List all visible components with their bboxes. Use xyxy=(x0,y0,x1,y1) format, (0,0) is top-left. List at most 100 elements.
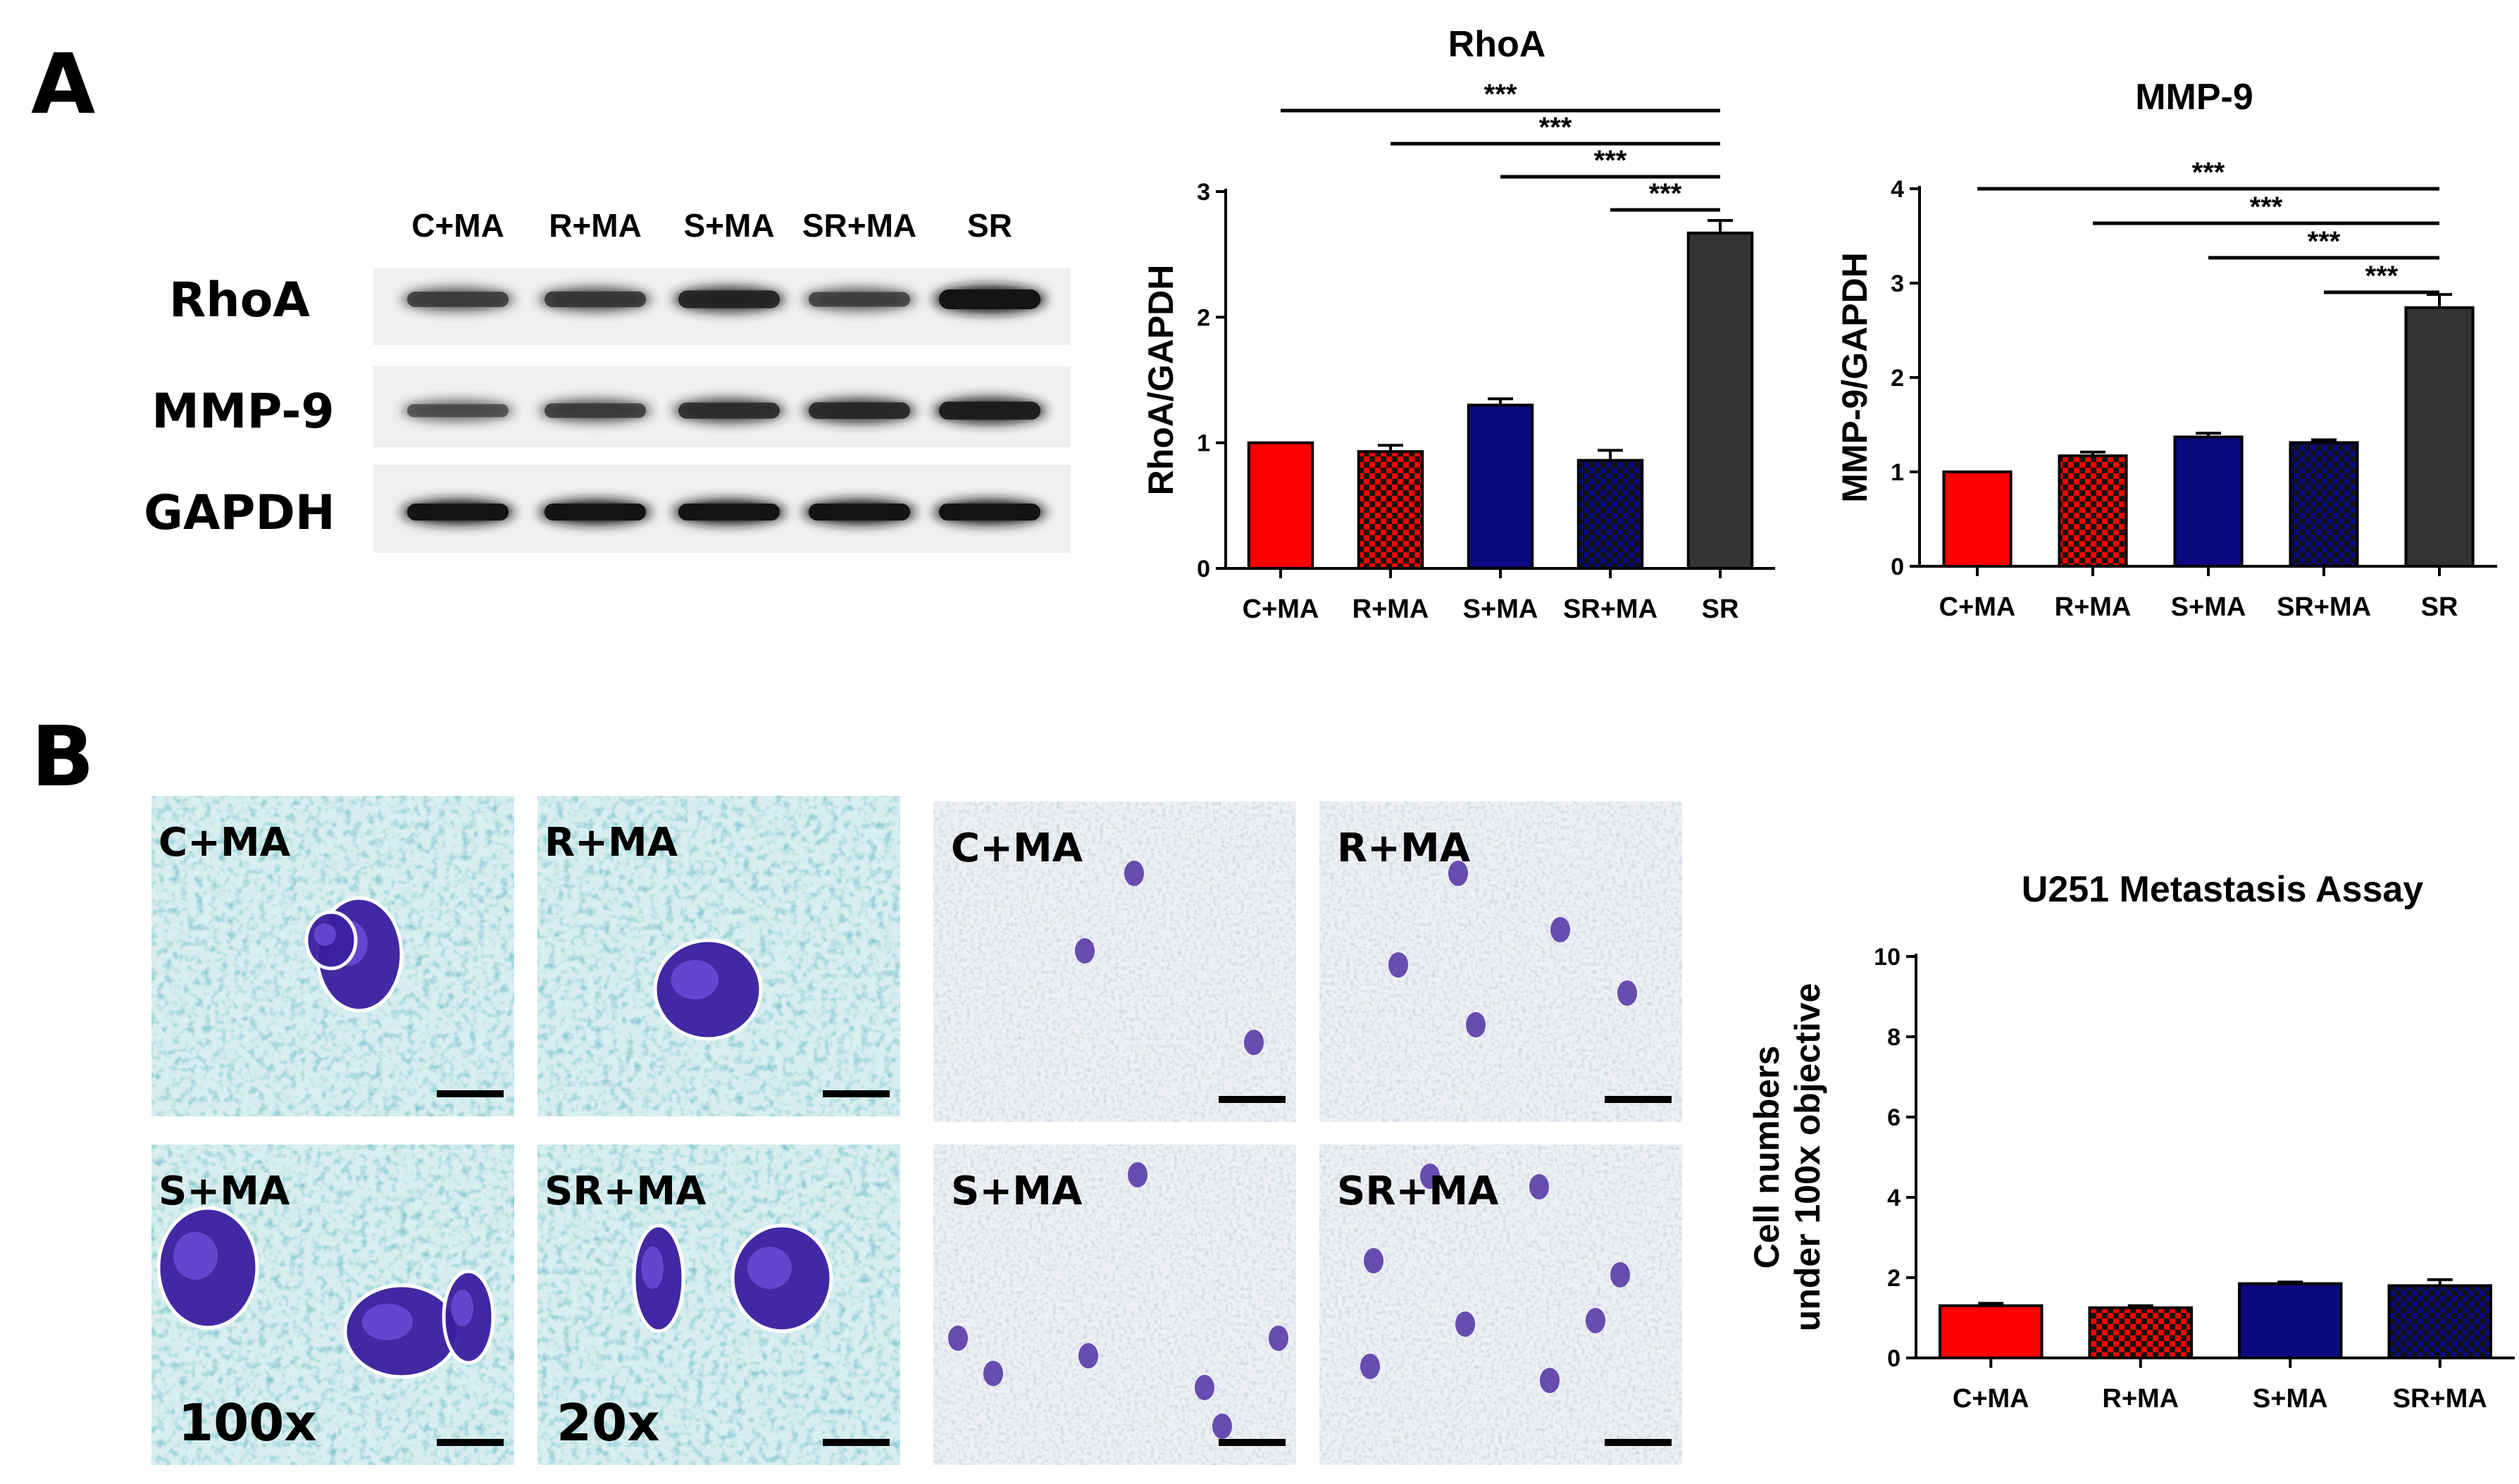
bar-r-ma xyxy=(2088,1306,2193,1359)
micrograph-label: C+MA xyxy=(158,820,291,866)
band-core-gapdh-sr xyxy=(939,504,1040,520)
band-core-rhoa-c-ma xyxy=(407,292,509,307)
stained-cell-highlight xyxy=(747,1247,792,1289)
significance-stars: *** xyxy=(1594,145,1627,176)
scale-bar xyxy=(1219,1096,1286,1103)
y-tick-label: 10 xyxy=(1874,944,1901,971)
band-core-mmp-9-s-ma xyxy=(678,402,780,419)
micrograph-label: R+MA xyxy=(1337,825,1471,871)
chart-title: RhoA xyxy=(1448,24,1546,65)
x-tick-label-r-ma: R+MA xyxy=(2055,592,2132,622)
significance-stars: *** xyxy=(2192,157,2225,188)
lane-label-c-ma: C+MA xyxy=(411,207,504,244)
micrograph-label: C+MA xyxy=(951,825,1083,871)
y-tick-label: 4 xyxy=(1887,1185,1901,1211)
stained-cell-highlight xyxy=(313,923,336,946)
band-core-rhoa-sr-ma xyxy=(809,292,910,307)
scale-bar xyxy=(437,1439,504,1446)
y-tick-label: 6 xyxy=(1887,1104,1901,1131)
stained-cell xyxy=(1586,1308,1605,1333)
micrograph-label: S+MA xyxy=(158,1168,290,1214)
chart-title: U251 Metastasis Assay xyxy=(2022,869,2424,910)
scale-bar xyxy=(823,1090,890,1097)
stained-cell xyxy=(1540,1368,1560,1393)
bar-s-ma xyxy=(2238,1282,2343,1360)
micrograph-label: S+MA xyxy=(951,1168,1083,1214)
magnification-label-100x: 100x xyxy=(178,1393,317,1452)
x-tick-label-c-ma: C+MA xyxy=(1243,594,1319,624)
band-core-rhoa-r-ma xyxy=(545,291,646,308)
y-tick-label: 3 xyxy=(1891,270,1904,297)
stained-cell xyxy=(948,1326,968,1351)
x-tick-label-s-ma: S+MA xyxy=(2253,1384,2328,1414)
y-axis-label-line: under 100x objective xyxy=(1788,983,1827,1332)
band-core-rhoa-s-ma xyxy=(678,290,780,308)
significance-stars: *** xyxy=(1649,178,1682,209)
bar-sr-ma xyxy=(2387,1284,2492,1360)
x-tick-label-sr: SR xyxy=(1702,594,1739,624)
stained-cell xyxy=(1128,1162,1147,1187)
stained-cell-highlight xyxy=(671,960,719,999)
western-blot: C+MA R+MA S+MA SR+MA SR RhoA MMP-9 GAPDH xyxy=(144,207,1071,553)
x-tick-label-r-ma: R+MA xyxy=(2102,1384,2179,1414)
y-tick-label: 0 xyxy=(1887,1345,1901,1372)
x-tick-label-r-ma: R+MA xyxy=(1352,594,1429,624)
stained-cell xyxy=(1364,1248,1383,1273)
bar-c-ma xyxy=(1247,441,1314,570)
band-core-mmp-9-r-ma xyxy=(545,403,646,418)
x-tick-label-sr: SR xyxy=(2421,592,2458,622)
significance-stars: *** xyxy=(2250,192,2283,223)
stained-cell xyxy=(1195,1375,1214,1400)
stained-cell xyxy=(1078,1343,1098,1368)
mmp9-bar-chart: MMP-9 MMP-9/GAPDH 0 1 2 3 4 C+MA R+MA S+MA SR+MA SR… xyxy=(1835,77,2497,622)
stained-cell xyxy=(1466,1012,1486,1037)
stained-cell xyxy=(1360,1354,1380,1379)
stained-cell xyxy=(1124,861,1144,886)
significance-stars: *** xyxy=(2308,226,2341,257)
micrograph-texture xyxy=(1319,1145,1682,1465)
stained-cell xyxy=(1075,938,1095,964)
scale-bar xyxy=(1605,1439,1672,1446)
stained-cell xyxy=(983,1361,1003,1386)
bar-c-ma xyxy=(1939,1304,2044,1360)
bar-c-ma xyxy=(1942,470,2013,568)
stained-cell xyxy=(1550,917,1570,942)
bar-sr-ma xyxy=(1576,459,1644,570)
chart-title: MMP-9 xyxy=(2135,77,2253,118)
significance-stars: *** xyxy=(2365,261,2399,292)
micrograph-label: SR+MA xyxy=(1337,1168,1499,1214)
band-core-mmp-9-c-ma xyxy=(407,404,509,418)
significance-stars: *** xyxy=(1484,79,1517,110)
bar-sr xyxy=(2404,306,2475,568)
y-tick-label: 2 xyxy=(1891,365,1904,392)
x-tick-label-sr-ma: SR+MA xyxy=(2393,1384,2487,1414)
stained-cell xyxy=(1448,861,1468,886)
protein-label-gapdh: GAPDH xyxy=(144,485,335,541)
micrograph-texture xyxy=(1319,802,1682,1122)
micrograph-texture xyxy=(933,802,1296,1122)
stained-cell xyxy=(1388,952,1408,978)
stained-cell xyxy=(1617,980,1637,1006)
x-tick-label-sr-ma: SR+MA xyxy=(2277,592,2371,622)
band-core-rhoa-sr xyxy=(939,289,1040,309)
scale-bar xyxy=(437,1090,504,1097)
band-core-gapdh-s-ma xyxy=(678,504,780,520)
stained-cell-highlight xyxy=(641,1247,664,1289)
x-tick-label-sr-ma: SR+MA xyxy=(1563,594,1657,624)
y-axis-label: RhoA/GAPDH xyxy=(1141,265,1181,496)
band-core-mmp-9-sr-ma xyxy=(809,402,910,419)
y-tick-label: 2 xyxy=(1197,304,1210,331)
micrograph-label: SR+MA xyxy=(545,1168,707,1214)
lane-label-sr: SR xyxy=(967,207,1012,244)
y-tick-label: 2 xyxy=(1887,1265,1901,1292)
band-core-gapdh-c-ma xyxy=(407,504,509,520)
y-tick-label: 0 xyxy=(1197,556,1210,582)
panel-label-b: B xyxy=(31,708,94,805)
lane-label-s-ma: S+MA xyxy=(683,207,774,244)
x-tick-label-c-ma: C+MA xyxy=(1939,592,2016,622)
band-core-gapdh-r-ma xyxy=(545,504,646,520)
y-tick-label: 4 xyxy=(1891,176,1904,203)
rhoa-bar-chart: RhoA RhoA/GAPDH 0 1 2 3 C+MA R+MA S+MA SR+MA SR ***… xyxy=(1141,24,1775,624)
bar-sr-ma xyxy=(2289,441,2359,568)
